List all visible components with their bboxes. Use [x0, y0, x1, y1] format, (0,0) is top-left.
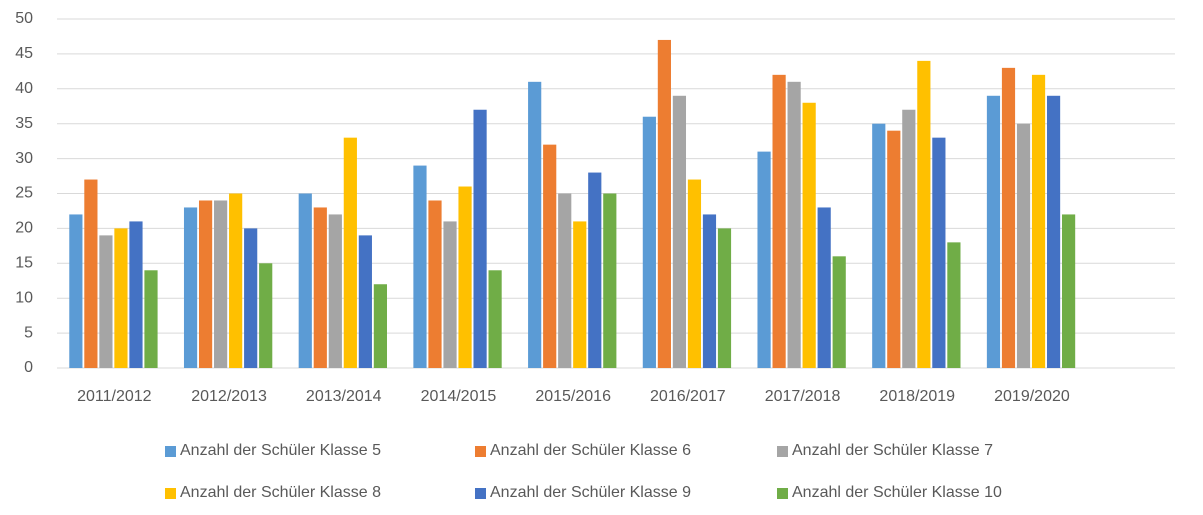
y-tick-label: 0 — [24, 359, 33, 376]
bar — [917, 60, 931, 368]
y-tick-label: 25 — [15, 185, 33, 202]
bar — [144, 270, 158, 368]
bar — [902, 109, 916, 369]
x-tick-label: 2017/2018 — [765, 388, 841, 405]
bar — [543, 144, 557, 368]
bar — [1046, 95, 1061, 368]
y-tick-label: 45 — [15, 45, 33, 62]
bar — [947, 242, 961, 368]
bar — [802, 102, 816, 368]
bar — [1016, 123, 1031, 368]
bar — [986, 95, 1001, 368]
y-tick-label: 30 — [15, 150, 33, 167]
bar — [358, 235, 372, 368]
bar — [488, 270, 502, 368]
y-tick-label: 20 — [15, 220, 33, 237]
legend-label: Anzahl der Schüler Klasse 7 — [792, 442, 993, 459]
x-tick-label: 2019/2020 — [994, 388, 1070, 405]
bar — [817, 207, 831, 368]
legend-label: Anzahl der Schüler Klasse 9 — [490, 484, 691, 501]
bar — [428, 200, 442, 368]
bar — [298, 193, 312, 368]
legend-label: Anzahl der Schüler Klasse 5 — [180, 442, 381, 459]
bar — [1001, 67, 1016, 369]
bar — [473, 109, 487, 369]
x-tick-label: 2013/2014 — [306, 388, 382, 405]
bar — [687, 179, 702, 368]
y-tick-label: 15 — [15, 255, 33, 272]
bar — [588, 172, 602, 368]
bar — [872, 123, 886, 368]
bar — [244, 228, 258, 368]
x-tick-label: 2018/2019 — [879, 388, 955, 405]
legend-swatch — [777, 488, 788, 499]
bar — [214, 200, 228, 368]
legend-swatch — [475, 446, 486, 457]
legend-label: Anzahl der Schüler Klasse 8 — [180, 484, 381, 501]
bar — [757, 151, 771, 368]
bar — [573, 221, 587, 368]
legend-swatch — [165, 446, 176, 457]
legend-label: Anzahl der Schüler Klasse 6 — [490, 442, 691, 459]
bar — [642, 116, 656, 368]
y-tick-label: 10 — [15, 289, 33, 306]
bar — [198, 200, 213, 368]
bar — [657, 39, 671, 368]
legend-swatch — [475, 488, 486, 499]
bar — [672, 95, 687, 368]
bar — [84, 179, 98, 368]
bar — [1031, 74, 1046, 368]
x-tick-label: 2012/2013 — [191, 388, 267, 405]
y-tick-label: 50 — [15, 10, 33, 27]
bar — [69, 214, 83, 368]
bar — [183, 207, 198, 368]
bar — [787, 81, 801, 368]
bar — [259, 263, 273, 368]
bar — [313, 207, 327, 368]
bar — [603, 193, 617, 368]
y-tick-label: 40 — [15, 80, 33, 97]
bar — [1062, 214, 1076, 368]
bar — [832, 256, 846, 368]
bar — [528, 81, 542, 368]
bar — [328, 214, 342, 368]
bar — [458, 186, 472, 368]
bar — [887, 130, 901, 368]
y-tick-label: 35 — [15, 115, 33, 132]
x-tick-label: 2014/2015 — [421, 388, 497, 405]
x-tick-label: 2011/2012 — [77, 388, 152, 405]
legend-swatch — [777, 446, 788, 457]
legend-label: Anzahl der Schüler Klasse 10 — [792, 484, 1002, 501]
bar — [443, 221, 457, 368]
bar — [99, 235, 113, 368]
bar — [413, 165, 427, 368]
bar — [772, 74, 786, 368]
bar — [373, 284, 387, 368]
bar — [229, 193, 243, 368]
legend-swatch — [165, 488, 176, 499]
bar — [932, 137, 946, 368]
bar — [717, 228, 732, 368]
y-tick-label: 5 — [24, 324, 33, 341]
bar — [558, 193, 572, 368]
x-tick-label: 2016/2017 — [650, 388, 726, 405]
bar — [702, 214, 717, 368]
bar — [129, 221, 143, 368]
bar — [343, 137, 357, 368]
x-tick-label: 2015/2016 — [535, 388, 611, 405]
bar — [114, 228, 128, 368]
